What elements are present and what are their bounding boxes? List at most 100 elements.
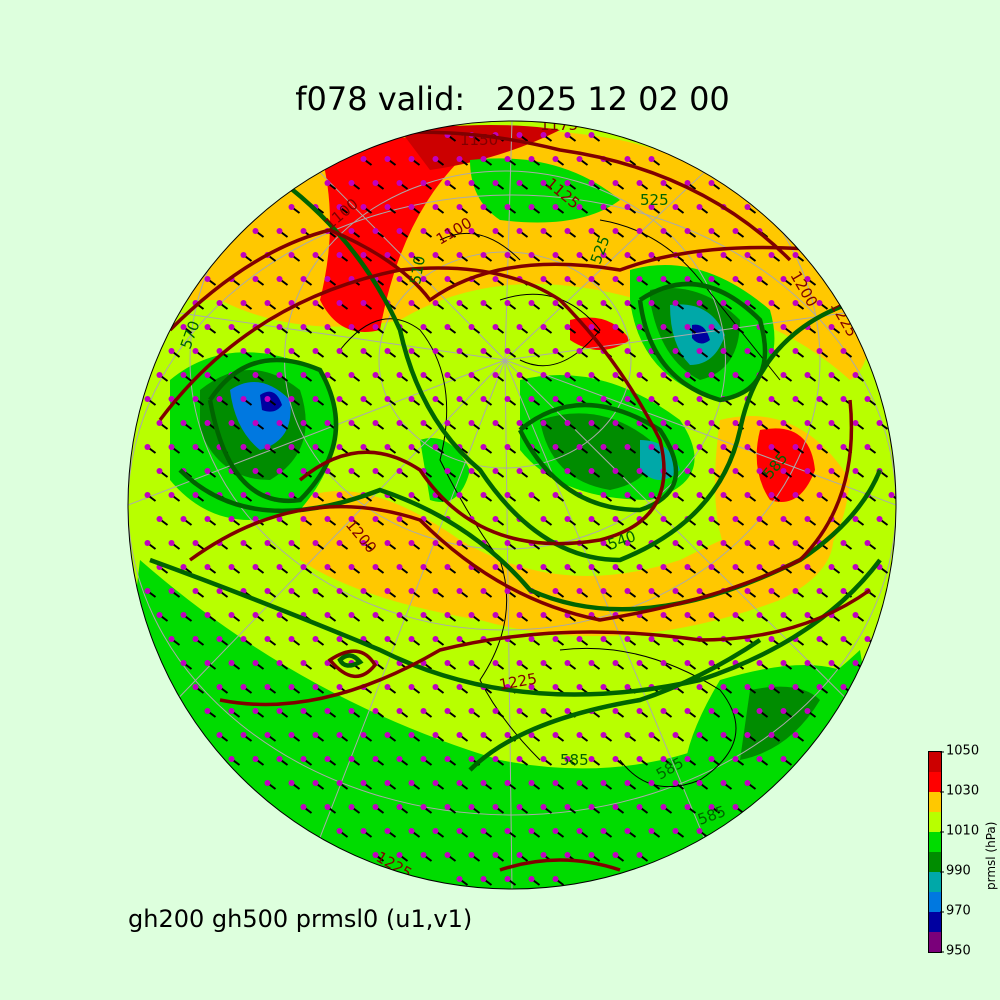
wind-station-dot	[564, 516, 571, 522]
wind-station-dot	[732, 756, 739, 762]
wind-station-dot	[708, 276, 715, 282]
wind-station-dot	[420, 612, 427, 618]
wind-station-dot	[756, 612, 763, 618]
gh500-label: 585	[560, 751, 589, 769]
wind-station-dot	[456, 828, 463, 834]
wind-station-dot	[720, 444, 727, 450]
wind-station-dot	[336, 540, 343, 546]
wind-station-dot	[204, 564, 211, 570]
wind-station-dot	[504, 492, 511, 498]
wind-station-dot	[324, 516, 331, 522]
gh200-contour	[219, 588, 872, 707]
wind-station-dot	[804, 420, 811, 426]
wind-station-dot	[324, 324, 331, 330]
wind-station-dot	[732, 420, 739, 426]
wind-station-dot	[456, 492, 463, 498]
wind-station-dot	[516, 228, 523, 234]
wind-station-dot	[300, 324, 307, 330]
wind-station-dot	[300, 372, 307, 378]
wind-station-dot	[264, 636, 271, 642]
wind-station-dot	[768, 252, 775, 258]
wind-station-dot	[432, 444, 439, 450]
wind-station-dot	[324, 612, 331, 618]
wind-station-dot	[540, 372, 547, 378]
wind-station-dot	[372, 372, 379, 378]
wind-station-dot	[504, 444, 511, 450]
wind-station-dot	[312, 396, 319, 402]
colorbar-tick-label: 1010	[939, 823, 980, 839]
colorbar-tick-label: 950	[940, 943, 971, 959]
wind-station-dot	[492, 276, 499, 282]
wind-station-dot	[420, 228, 427, 234]
wind-station-dot	[372, 756, 379, 762]
wind-station-dot	[516, 660, 523, 666]
wind-station-dot	[768, 492, 775, 498]
wind-station-dot	[288, 204, 295, 210]
wind-station-dot	[780, 708, 787, 714]
wind-station-dot	[876, 420, 883, 426]
wind-station-dot	[540, 708, 547, 714]
wind-station-dot	[396, 756, 403, 762]
gh200-contour	[158, 266, 666, 546]
wind-station-dot	[396, 612, 403, 618]
wind-station-dot	[408, 396, 415, 402]
wind-station-dot	[276, 612, 283, 618]
wind-station-dot	[564, 180, 571, 186]
wind-station-dot	[780, 420, 787, 426]
wind-station-dot	[456, 876, 463, 882]
wind-station-dot	[156, 420, 163, 426]
wind-station-dot	[480, 492, 487, 498]
wind-station-dot	[648, 444, 655, 450]
wind-station-dot	[216, 684, 223, 690]
wind-station-dot	[648, 156, 655, 162]
wind-station-dot	[372, 708, 379, 714]
wind-station-dot	[204, 372, 211, 378]
wind-station-dot	[408, 828, 415, 834]
wind-station-dot	[600, 828, 607, 834]
wind-station-dot	[576, 684, 583, 690]
wind-station-dot	[408, 204, 415, 210]
wind-station-dot	[612, 852, 619, 858]
wind-station-dot	[552, 492, 559, 498]
wind-station-dot	[624, 684, 631, 690]
wind-station-dot	[312, 732, 319, 738]
wind-station-dot	[600, 396, 607, 402]
colorbar-segment	[929, 812, 941, 832]
wind-station-dot	[372, 468, 379, 474]
wind-station-dot	[432, 204, 439, 210]
wind-station-dot	[732, 612, 739, 618]
wind-station-dot	[252, 276, 259, 282]
wind-station-dot	[552, 684, 559, 690]
wind-station-dot	[636, 468, 643, 474]
wind-station-dot	[684, 228, 691, 234]
wind-station-dot	[480, 732, 487, 738]
wind-station-dot	[300, 468, 307, 474]
wind-station-dot	[528, 252, 535, 258]
wind-station-dot	[516, 708, 523, 714]
wind-station-dot	[828, 324, 835, 330]
wind-station-dot	[684, 708, 691, 714]
wind-station-dot	[552, 300, 559, 306]
wind-station-dot	[300, 756, 307, 762]
wind-station-dot	[732, 564, 739, 570]
wind-station-dot	[624, 252, 631, 258]
wind-station-dot	[816, 348, 823, 354]
wind-station-dot	[540, 420, 547, 426]
wind-station-dot	[852, 468, 859, 474]
wind-station-dot	[492, 516, 499, 522]
wind-station-dot	[312, 588, 319, 594]
wind-station-dot	[240, 300, 247, 306]
wind-station-dot	[300, 660, 307, 666]
wind-station-dot	[312, 684, 319, 690]
wind-station-dot	[828, 468, 835, 474]
wind-station-dot	[444, 612, 451, 618]
wind-station-dot	[204, 468, 211, 474]
wind-station-dot	[432, 636, 439, 642]
wind-station-dot	[180, 564, 187, 570]
wind-station-dot	[348, 228, 355, 234]
wind-station-dot	[660, 660, 667, 666]
wind-station-dot	[372, 804, 379, 810]
wind-station-dot	[228, 420, 235, 426]
wind-station-dot	[540, 132, 547, 138]
wind-station-dot	[708, 324, 715, 330]
